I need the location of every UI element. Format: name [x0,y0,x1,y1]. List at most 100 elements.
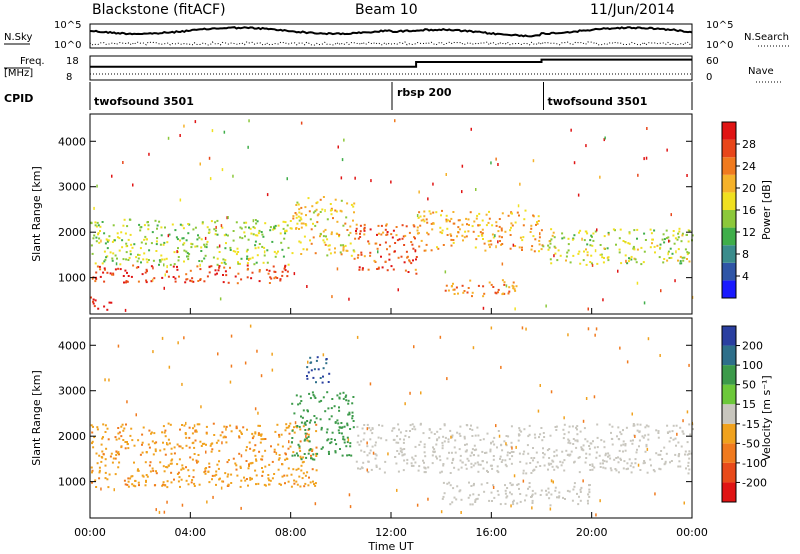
heat-cell [93,305,96,308]
heat-cell [225,274,228,277]
heat-cell [155,472,158,475]
heat-cell [145,480,147,483]
heat-cell [480,483,483,486]
heat-cell [273,250,276,253]
heat-cell [125,258,128,261]
heat-cell [509,234,512,236]
heat-cell [283,237,286,240]
heat-cell [447,438,450,441]
heat-cell [506,454,509,457]
heat-cell [141,443,143,446]
heat-cell [126,280,129,283]
heat-cell [196,245,199,248]
heat-cell [155,243,158,246]
heat-cell [371,432,374,435]
heat-cell [522,224,525,227]
heat-cell [352,396,355,398]
heat-cell [390,233,393,236]
heat-cell [410,464,413,467]
heat-cell [604,452,607,455]
heat-speck [288,440,290,444]
heat-speck [637,173,639,177]
heat-cell [252,449,255,452]
heat-cell [156,227,158,230]
heat-cell [342,438,345,441]
heat-cell [553,245,556,248]
heat-cell [222,258,225,261]
heat-cell [235,427,238,430]
heat-cell [322,396,325,399]
heat-cell [173,452,176,455]
heat-cell [679,255,682,258]
heat-cell [369,429,372,432]
heat-cell [445,214,448,217]
heat-cell [569,261,572,264]
heat-cell [446,457,449,460]
heat-cell [146,261,149,264]
heat-cell [234,250,237,253]
heat-cell [539,433,542,436]
heat-cell [550,462,553,465]
heat-cell [475,217,478,220]
heat-cell [630,462,633,465]
heat-cell [265,268,268,271]
heat-cell [250,277,253,280]
heat-cell [102,423,105,426]
heat-cell [353,257,356,260]
noise-sky-line [89,26,693,38]
heat-cell [686,251,689,254]
heat-cell [538,436,540,439]
heat-cell [254,454,257,457]
heat-cell [208,462,211,465]
heat-speck [522,479,525,483]
heat-cell [509,247,512,250]
heat-cell [443,423,446,426]
heat-cell [92,300,94,303]
heat-cell [301,477,304,480]
heat-cell [118,249,121,252]
heat-speck [472,346,475,350]
colorbar-segment [722,210,736,228]
heat-cell [285,229,288,232]
heat-cell [369,228,372,231]
heat-cell [298,240,301,243]
heat-cell [413,225,416,228]
heat-cell [624,449,627,452]
heat-cell [538,250,540,253]
heat-cell [91,440,94,443]
heat-cell [304,423,307,426]
heat-cell [424,471,427,474]
heat-cell [503,440,506,443]
heat-cell [315,359,318,362]
heat-cell [685,234,688,236]
heat-speck [654,492,656,496]
heat-cell [423,461,425,464]
heat-cell [280,433,283,436]
heat-cell [683,256,686,259]
heat-cell [688,452,691,455]
heat-cell [273,226,276,229]
heat-cell [224,436,227,439]
heat-cell [356,441,359,444]
heat-cell [607,233,610,236]
x-tick-label: 20:00 [576,526,608,539]
heat-cell [377,436,380,439]
heat-cell [116,452,119,455]
heat-cell [257,434,260,436]
heat-cell [336,220,339,223]
heat-speck [666,148,668,152]
heat-cell [578,456,581,459]
heat-cell [608,423,611,426]
heat-cell [509,229,512,232]
heat-speck [587,327,590,331]
heat-speck [257,411,259,415]
heat-speck [307,360,309,364]
heat-cell [626,262,629,265]
heat-cell [622,440,625,443]
heat-cell [438,436,441,439]
heat-cell [519,236,522,239]
heat-cell [541,439,544,442]
heat-cell [292,215,295,218]
heat-cell [114,254,117,257]
heat-cell [415,272,418,275]
